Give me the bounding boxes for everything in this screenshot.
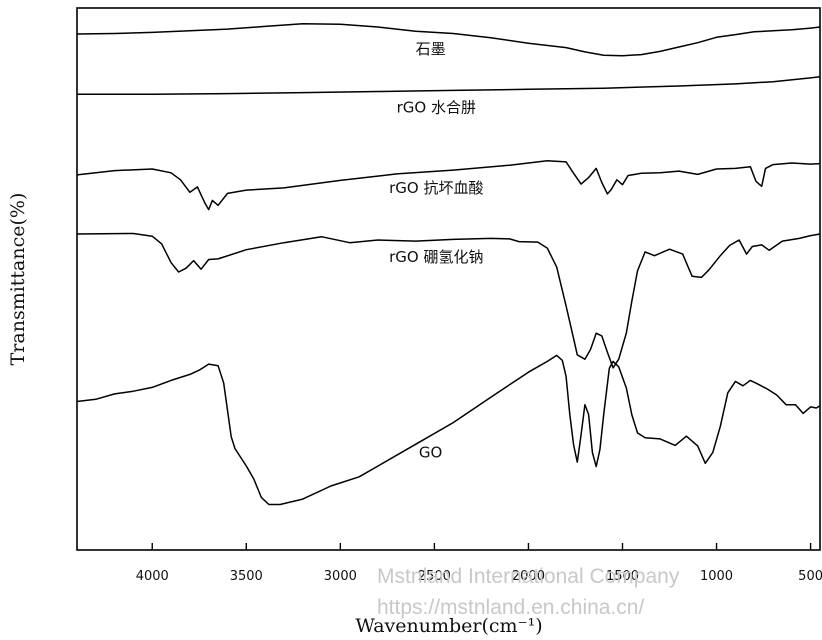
watermark-company: Mstnland International Company [377,565,680,588]
series-labels: 石墨 rGO 水合肼 rGO 抗坏血酸 rGO 硼氢化钠 GO [389,40,483,461]
plot-frame [76,7,821,551]
x-tick-label: 1000 [700,569,733,584]
series-line-1 [77,76,821,95]
x-tick-label: 3000 [324,569,357,584]
series-line-0 [76,22,821,57]
watermark-url: https://mstnland.en.china.cn/ [377,596,644,619]
x-tick-label: 1500 [606,569,639,584]
series-label-2: rGO 抗坏血酸 [389,179,483,197]
series-label-4: GO [419,444,442,462]
x-tick-label: 2000 [512,569,545,584]
x-tick-label: 2500 [418,569,451,584]
x-axis-title: Wavenumber(cm⁻¹) [355,615,542,637]
y-axis-title: Transmittance(%) [7,193,29,366]
series-line-4 [76,354,821,506]
series-label-3: rGO 硼氢化钠 [389,248,483,266]
series-line-2 [76,160,821,211]
x-tick-label: 500 [798,569,822,584]
x-tick-label: 3500 [230,569,263,584]
series-line-3 [76,232,821,369]
series-label-1: rGO 水合肼 [397,99,476,117]
x-axis-ticks: 4000 3500 3000 2500 2000 1500 1000 500 [136,543,822,584]
series-label-0: 石墨 [416,40,446,58]
series-layer [76,22,821,506]
x-tick-label: 4000 [136,569,169,584]
